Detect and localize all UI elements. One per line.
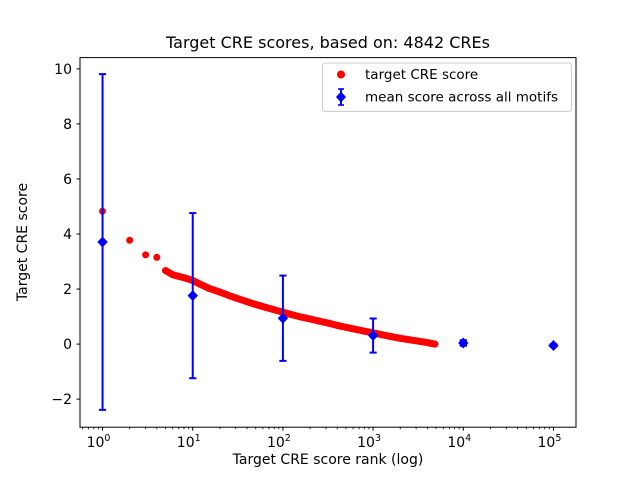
red-data-point bbox=[297, 313, 305, 321]
legend: target CRE score mean score across all m… bbox=[322, 62, 572, 112]
y-tick-label: 8 bbox=[63, 117, 72, 133]
red-data-point bbox=[378, 331, 386, 339]
x-tick-label: 102 bbox=[267, 433, 291, 451]
red-data-point bbox=[243, 298, 251, 306]
mean-diamond-marker bbox=[367, 330, 379, 342]
errorbar-point bbox=[458, 337, 469, 349]
red-data-point bbox=[360, 327, 368, 335]
errorbar-point bbox=[277, 274, 289, 362]
legend-blue-diamond-errorbar-icon bbox=[336, 88, 346, 106]
y-tick-label: 6 bbox=[63, 172, 72, 188]
red-data-point bbox=[306, 315, 314, 323]
red-data-point bbox=[252, 301, 260, 308]
y-tick-label: 2 bbox=[63, 282, 72, 298]
x-tick-label: 104 bbox=[447, 433, 471, 451]
legend-box bbox=[322, 62, 572, 112]
errorbar-point bbox=[367, 317, 379, 354]
red-data-point bbox=[288, 311, 296, 319]
red-data-point bbox=[232, 294, 240, 302]
chart-title: Target CRE scores, based on: 4842 CREs bbox=[165, 33, 490, 52]
red-data-point bbox=[405, 336, 413, 344]
red-data-point bbox=[216, 288, 224, 296]
errorbar-point bbox=[97, 73, 108, 411]
red-data-point bbox=[388, 333, 395, 341]
mean-diamond-marker bbox=[548, 339, 559, 351]
red-data-point bbox=[333, 321, 341, 329]
plot-area-border bbox=[79, 57, 577, 428]
legend-label-mean-score: mean score across all motifs bbox=[365, 90, 558, 106]
red-data-point bbox=[162, 267, 170, 275]
x-tick-label: 105 bbox=[538, 433, 562, 451]
red-data-point bbox=[315, 317, 323, 325]
red-data-point bbox=[153, 253, 161, 261]
red-dot-band bbox=[162, 267, 439, 348]
mean-diamond-marker bbox=[97, 236, 108, 248]
axis-ticks: −2 0 2 4 6 8 10 100 101 102 103 104 105 bbox=[51, 62, 561, 451]
y-tick-label: −2 bbox=[51, 392, 72, 408]
red-data-point bbox=[342, 323, 350, 331]
x-tick-label: 103 bbox=[357, 433, 381, 451]
x-tick-label: 101 bbox=[177, 433, 201, 451]
red-data-point bbox=[262, 304, 270, 311]
y-tick-label: 4 bbox=[63, 227, 72, 243]
red-data-point bbox=[431, 340, 439, 348]
y-tick-label: 0 bbox=[63, 337, 72, 353]
x-axis-label: Target CRE score rank (log) bbox=[232, 452, 424, 468]
errorbar-point bbox=[187, 212, 198, 380]
red-data-point bbox=[142, 251, 150, 259]
red-data-point bbox=[205, 284, 213, 292]
blue-errorbar-series bbox=[97, 73, 559, 411]
mean-diamond-marker bbox=[187, 290, 198, 302]
red-data-point bbox=[126, 236, 134, 244]
legend-label-target-score: target CRE score bbox=[365, 67, 478, 83]
red-data-point bbox=[270, 306, 278, 314]
mean-diamond-marker bbox=[277, 312, 289, 324]
mean-diamond-marker bbox=[458, 337, 469, 349]
y-tick-label: 10 bbox=[54, 62, 72, 78]
x-tick-label: 100 bbox=[87, 433, 111, 451]
red-data-point bbox=[419, 338, 427, 346]
red-data-point bbox=[196, 280, 204, 288]
red-data-point bbox=[412, 337, 420, 345]
errorbar-point bbox=[548, 339, 559, 351]
red-data-point bbox=[425, 339, 433, 347]
red-data-point bbox=[351, 325, 359, 333]
red-scatter-series bbox=[99, 207, 439, 348]
red-data-point bbox=[225, 291, 233, 299]
red-data-point bbox=[396, 334, 404, 342]
red-data-point bbox=[169, 271, 177, 279]
y-axis-label: Target CRE score bbox=[15, 183, 31, 302]
legend-red-circle-icon bbox=[337, 70, 345, 79]
red-data-point bbox=[325, 319, 332, 327]
